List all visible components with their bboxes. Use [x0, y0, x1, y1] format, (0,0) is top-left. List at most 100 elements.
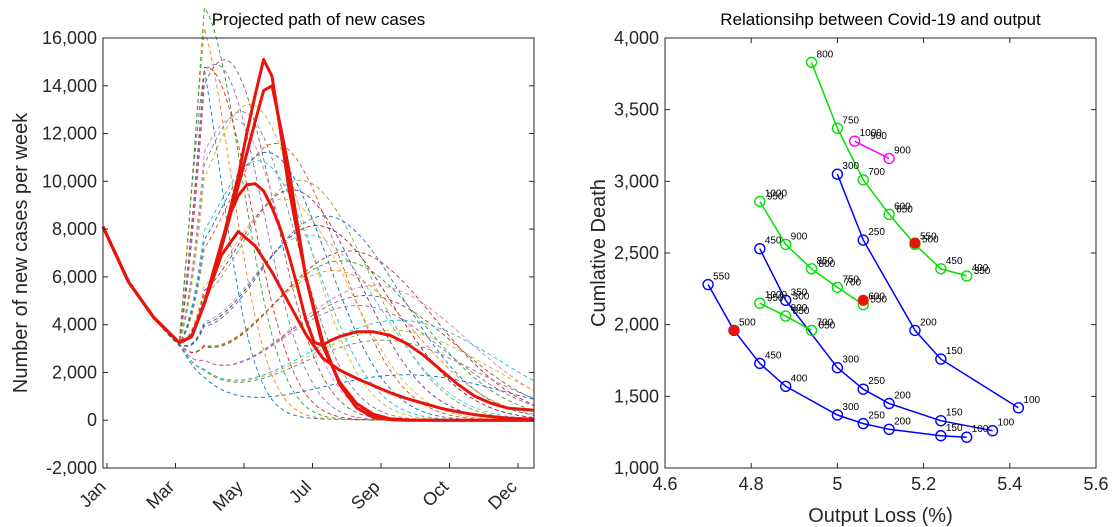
point-label: 150 — [946, 346, 963, 357]
data-point — [986, 425, 999, 437]
data-point — [857, 417, 869, 430]
y-tick-label: 1,000 — [614, 458, 659, 478]
data-point — [909, 324, 921, 337]
point-label: 700 — [844, 277, 861, 288]
dashed-scenario-line — [102, 226, 535, 392]
point-label: 150 — [946, 408, 963, 419]
point-label: 200 — [894, 416, 911, 427]
point-label: 950 — [767, 191, 784, 202]
data-point — [961, 431, 973, 443]
x-tick-label: 5.4 — [997, 474, 1022, 494]
highlighted-series-line — [101, 58, 534, 422]
point-label: 750 — [842, 274, 859, 285]
point-label: 300 — [842, 355, 859, 366]
point-label: 1000 — [765, 188, 788, 199]
dashed-scenario-line — [102, 66, 534, 421]
data-point — [883, 397, 895, 410]
point-label: 600 — [894, 201, 911, 212]
highlighted-point — [909, 237, 921, 249]
y-axis-label: Number of new cases per week — [10, 112, 32, 393]
dashed-scenario-line — [102, 226, 535, 391]
dashed-scenario-line — [102, 63, 534, 421]
x-tick-label: 4.8 — [739, 474, 764, 494]
x-tick-label: 5.2 — [911, 474, 936, 494]
point-label: 750 — [842, 115, 859, 126]
point-label: 500 — [739, 317, 756, 328]
y-tick-label: 3,500 — [614, 100, 659, 120]
highlighted-series-line — [101, 84, 534, 422]
point-label: 900 — [870, 131, 887, 142]
data-point — [883, 208, 895, 221]
dashed-scenario-line — [102, 226, 535, 400]
x-tick-label: Jul — [285, 477, 315, 507]
highlighted-point — [728, 324, 740, 336]
y-tick-label: 12,000 — [42, 124, 97, 144]
point-label: 250 — [868, 227, 885, 238]
point-label: 900 — [791, 231, 808, 242]
data-point — [754, 297, 766, 309]
dashed-scenario-line — [102, 160, 534, 421]
x-tick-label: Jan — [75, 477, 110, 512]
y-tick-label: 4,000 — [52, 315, 97, 335]
data-point — [935, 430, 947, 442]
point-label: 800 — [817, 49, 834, 60]
highlighted-series-line — [101, 226, 535, 421]
data-point — [805, 324, 818, 337]
data-point — [831, 122, 844, 135]
point-label: 100 — [998, 418, 1015, 429]
x-tick-label: 5 — [832, 474, 842, 494]
data-point — [883, 152, 895, 165]
point-label: 550 — [920, 231, 937, 242]
data-point — [857, 174, 869, 186]
point-label: 450 — [765, 236, 782, 247]
point-label: 1000 — [765, 290, 788, 301]
point-label: 400 — [972, 263, 989, 274]
data-point — [831, 361, 844, 374]
x-tick-label: Oct — [418, 477, 452, 511]
point-label: 250 — [868, 411, 885, 422]
y-tick-label: 0 — [87, 410, 97, 430]
point-label: 150 — [946, 423, 963, 434]
series-line — [836, 173, 1019, 409]
x-tick-label: Mar — [142, 477, 178, 513]
point-label: 700 — [868, 167, 885, 178]
dashed-scenario-group — [102, 6, 535, 421]
y-tick-label: 4,000 — [614, 28, 659, 48]
data-point — [754, 242, 766, 255]
point-label: 500 — [922, 234, 939, 245]
left-chart: -2,000 0 2,000 4,000 6,000 8,000 10,000 12,000 1… — [10, 6, 535, 515]
dashed-scenario-line — [102, 226, 535, 382]
x-tick-label: 4.6 — [652, 474, 677, 494]
y-tick-label: 8,000 — [52, 219, 97, 239]
chart-title: Relationsihp between Covid-19 and output — [720, 10, 1041, 29]
y-tick-label: 16,000 — [42, 28, 97, 48]
point-label: 450 — [946, 256, 963, 267]
series-line — [810, 62, 967, 277]
x-tick-label: Dec — [484, 477, 521, 514]
data-point — [961, 270, 973, 282]
point-label: 1000 — [860, 128, 883, 139]
point-label: 300 — [793, 292, 810, 303]
highlighted-point — [857, 294, 869, 306]
data-point — [754, 357, 766, 370]
data-point — [779, 294, 792, 306]
data-point — [848, 135, 861, 147]
dashed-scenario-line — [102, 189, 535, 421]
data-point — [1012, 402, 1025, 414]
point-label: 550 — [713, 272, 730, 283]
series-line — [759, 201, 864, 306]
data-point — [805, 56, 818, 69]
point-label: 100 — [1023, 395, 1040, 406]
y-tick-label: 3,000 — [614, 171, 659, 191]
point-label: 350 — [974, 266, 991, 277]
y-axis-label: Cumlative Death — [588, 179, 610, 327]
series-line — [854, 140, 890, 160]
point-label: 950 — [767, 293, 784, 304]
point-label: 700 — [817, 317, 834, 328]
data-point — [779, 310, 792, 322]
point-label: 450 — [765, 350, 782, 361]
point-label: 600 — [868, 292, 885, 303]
data-point — [779, 380, 792, 392]
dashed-scenario-line — [102, 226, 535, 407]
x-tick-label: May — [209, 477, 247, 515]
